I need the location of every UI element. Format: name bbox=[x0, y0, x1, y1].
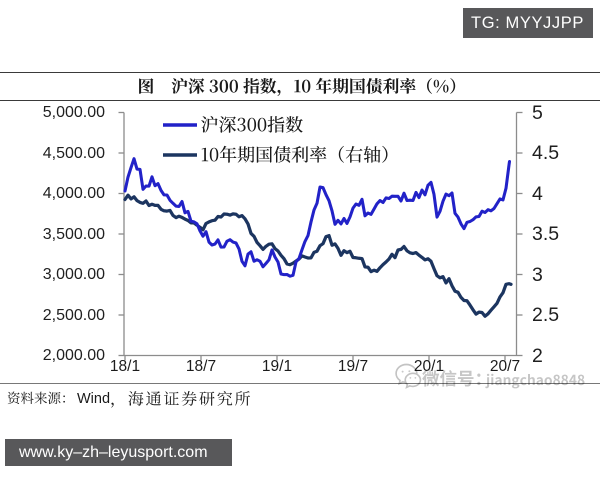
svg-text:Wind: Wind bbox=[77, 391, 110, 407]
